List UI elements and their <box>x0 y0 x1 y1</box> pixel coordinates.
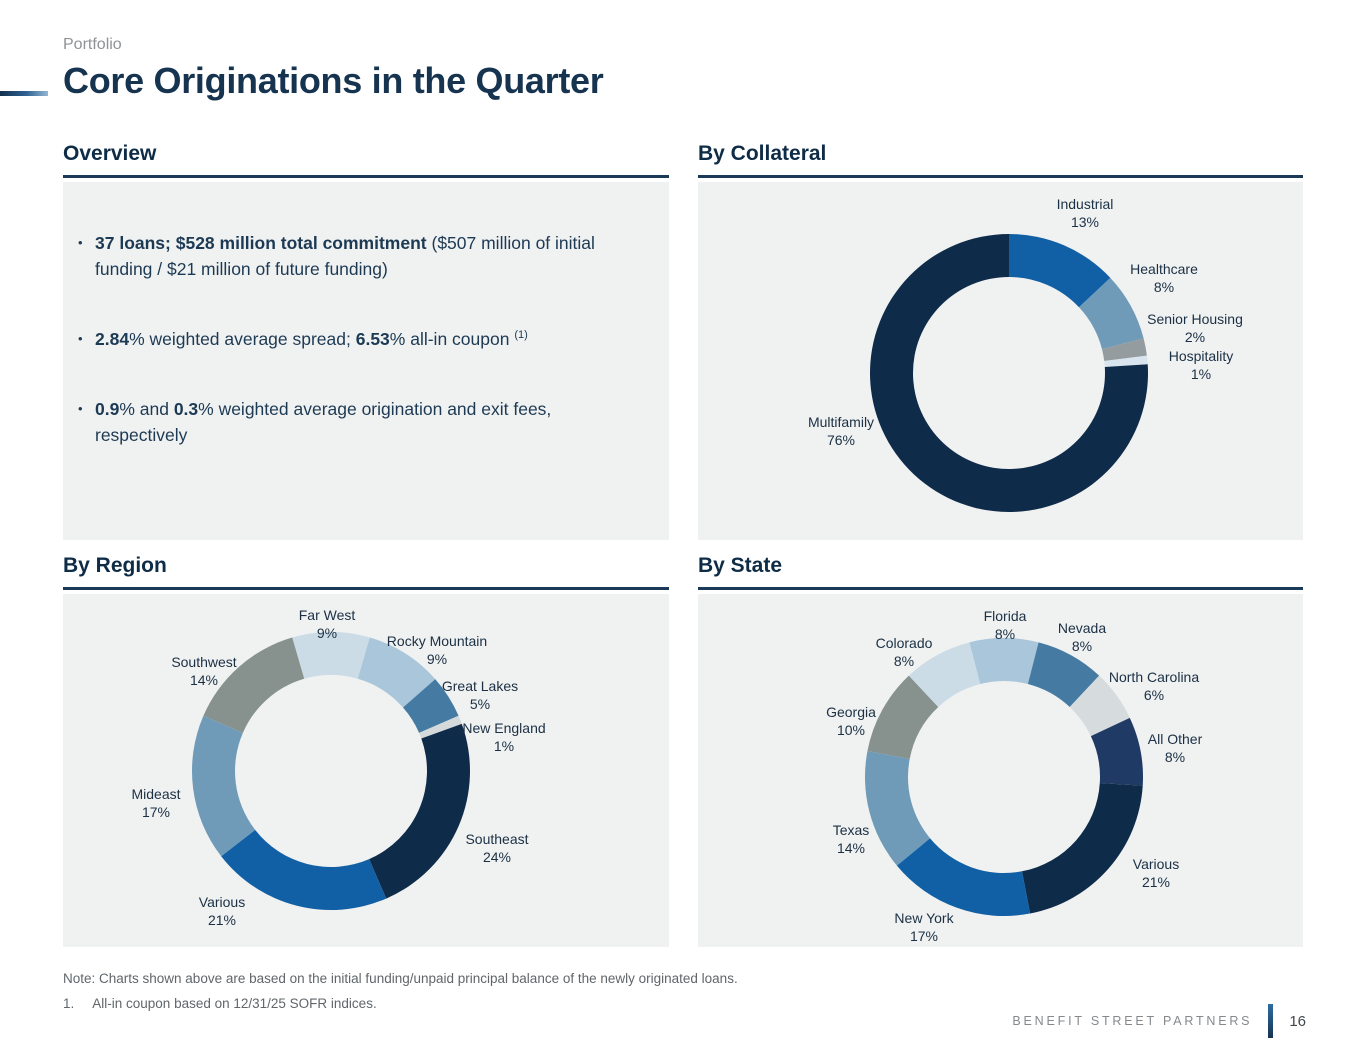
donut-slice-florida <box>969 638 1039 685</box>
bullet-item: • 0.9% and 0.3% weighted average originat… <box>78 396 643 448</box>
page-number-bar <box>1268 1004 1274 1038</box>
slice-label-senior-housing: Senior Housing 2% <box>1147 311 1243 345</box>
slice-label-hospitality: Hospitality 1% <box>1168 348 1234 382</box>
slice-label-various: Various 21% <box>1132 856 1180 890</box>
bullet-dot-icon: • <box>78 331 83 346</box>
overview-panel: • 37 loans; $528 million total commitment… <box>63 182 669 540</box>
donut-slice-healthcare <box>1078 277 1144 350</box>
donut-slice-hospitality <box>1104 355 1148 367</box>
bullet-dot-icon: • <box>78 401 83 416</box>
slice-label-industrial: Industrial 13% <box>1056 196 1114 230</box>
slice-label-colorado: Colorado 8% <box>875 635 933 669</box>
by-state-panel: Florida 8% Nevada 8% North Carolina 6% All Oth… <box>698 594 1303 947</box>
footnote-text: All-in coupon based on 12/31/25 SOFR ind… <box>92 996 377 1011</box>
overview-section: Overview • 37 loans; $528 million total c… <box>63 142 669 540</box>
donut-slice-all-other <box>1090 717 1144 786</box>
page-number: 16 <box>1289 1012 1306 1030</box>
brand-name: BENEFIT STREET PARTNERS <box>1012 1014 1253 1028</box>
footnote-number: 1. <box>63 996 75 1011</box>
slice-label-various: Various 21% <box>198 894 246 928</box>
slice-label-georgia: Georgia 10% <box>826 704 876 738</box>
donut-slice-far-west <box>292 632 370 679</box>
donut-slice-texas <box>864 750 931 866</box>
by-region-donut-chart: Far West 9% Rocky Mountain 9% Great Lakes 5% N… <box>63 594 669 947</box>
donut-slice-nevada <box>1027 642 1100 708</box>
slice-label-mideast: Mideast 17% <box>131 786 181 820</box>
slice-label-rocky-mountain: Rocky Mountain 9% <box>386 633 488 667</box>
bullet-item: • 2.84% weighted average spread; 6.53% al… <box>78 326 643 352</box>
donut-slice-various <box>221 829 387 910</box>
slice-label-far-west: Far West 9% <box>298 607 356 641</box>
slice-label-healthcare: Healthcare 8% <box>1130 261 1198 295</box>
slice-label-all-other: All Other 8% <box>1147 731 1203 765</box>
by-state-donut-chart: Florida 8% Nevada 8% North Carolina 6% All Oth… <box>698 594 1303 947</box>
donut-slice-mideast <box>192 715 256 857</box>
by-state-section: By State Florida 8% Nevada 8% North Carolina… <box>698 554 1303 947</box>
slice-label-multifamily: Multifamily 76% <box>807 414 875 448</box>
note-line: Note: Charts shown above are based on th… <box>63 971 738 986</box>
donut-slice-new-england <box>419 715 462 739</box>
donut-slice-various <box>1021 783 1143 914</box>
donut-slice-industrial <box>1009 234 1111 308</box>
section-title-by-state: By State <box>698 554 1303 590</box>
bullet-item: • 37 loans; $528 million total commitment… <box>78 230 643 282</box>
overview-bullets: • 37 loans; $528 million total commitment… <box>63 182 669 448</box>
by-collateral-donut-chart: Industrial 13% Healthcare 8% Senior Housing 2… <box>698 182 1303 540</box>
donut-slice-senior-housing <box>1101 338 1147 361</box>
slice-label-nevada: Nevada 8% <box>1057 620 1107 654</box>
by-collateral-panel: Industrial 13% Healthcare 8% Senior Housing 2… <box>698 182 1303 540</box>
slice-label-florida: Florida 8% <box>983 608 1027 642</box>
by-collateral-section: By Collateral Industrial 13% Healthcare 8% S… <box>698 142 1303 540</box>
donut-slice-southwest <box>203 637 305 733</box>
by-region-section: By Region Far West 9% Rocky Mountain 9% Grea… <box>63 554 669 947</box>
donut-slice-rocky-mountain <box>357 637 436 708</box>
section-title-by-region: By Region <box>63 554 669 590</box>
page-title: Core Originations in the Quarter <box>63 60 604 101</box>
eyebrow-label: Portfolio <box>63 36 122 53</box>
footnote-line: 1. All-in coupon based on 12/31/25 SOFR … <box>63 996 377 1011</box>
slice-label-north-carolina: North Carolina 6% <box>1108 669 1200 703</box>
donut-slice-multifamily <box>870 234 1149 512</box>
title-accent-bar <box>0 91 48 96</box>
slice-label-southeast: Southeast 24% <box>465 831 529 865</box>
donut-slice-new-york <box>896 838 1031 917</box>
donut-slice-southeast <box>369 723 470 899</box>
footer-right: BENEFIT STREET PARTNERS 16 <box>1012 1004 1306 1038</box>
donut-slice-north-carolina <box>1069 675 1130 737</box>
bullet-dot-icon: • <box>78 235 83 250</box>
donut-slice-georgia <box>867 675 939 760</box>
by-region-panel: Far West 9% Rocky Mountain 9% Great Lakes 5% N… <box>63 594 669 947</box>
slice-label-new-england: New England 1% <box>462 720 546 754</box>
slice-label-texas: Texas 14% <box>832 822 870 856</box>
section-title-overview: Overview <box>63 142 669 178</box>
slice-label-new-york: New York 17% <box>894 910 954 944</box>
slice-label-southwest: Southwest 14% <box>171 654 237 688</box>
donut-slice-colorado <box>908 642 981 708</box>
section-title-by-collateral: By Collateral <box>698 142 1303 178</box>
slice-label-great-lakes: Great Lakes 5% <box>441 678 519 712</box>
donut-slice-great-lakes <box>403 679 459 733</box>
